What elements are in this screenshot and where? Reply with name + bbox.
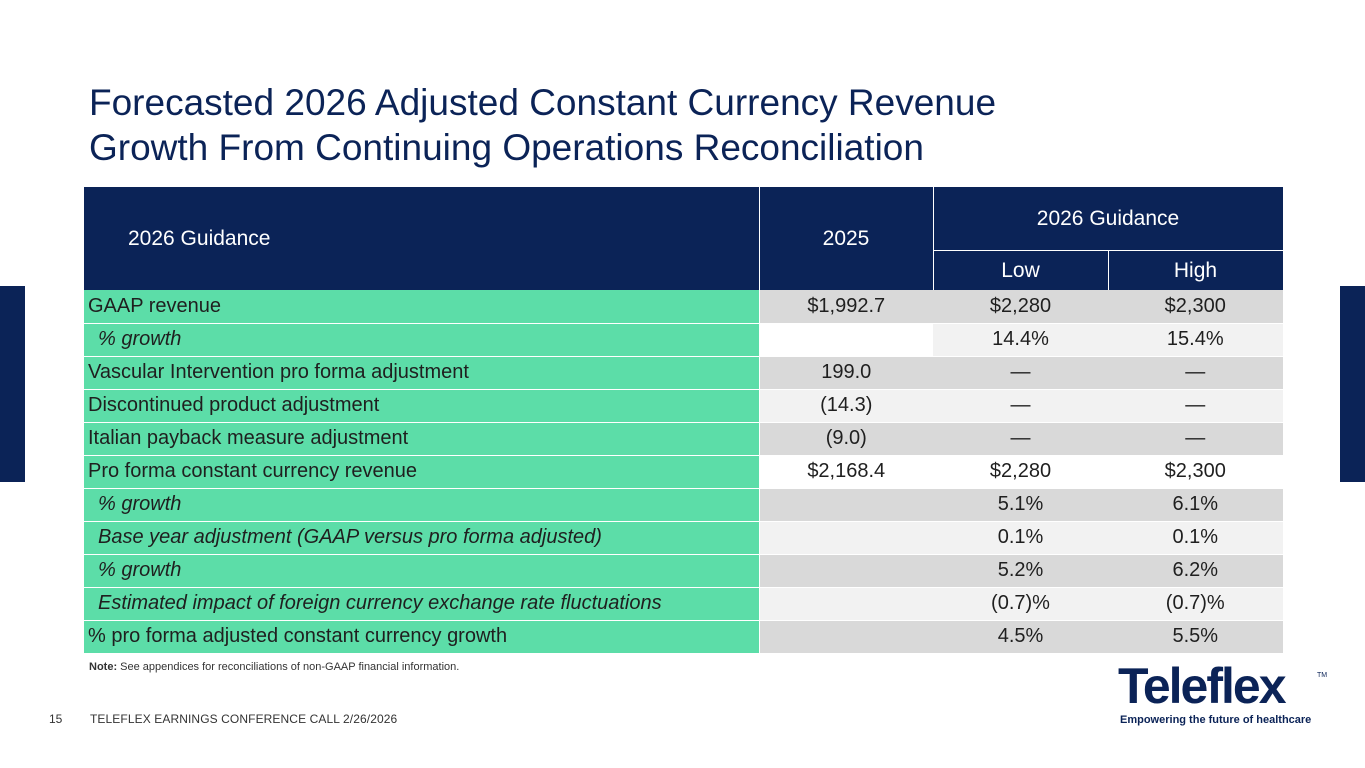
cell-2025 xyxy=(758,323,933,357)
row-label: % growth xyxy=(84,554,759,588)
title-line-2: Growth From Continuing Operations Reconc… xyxy=(89,127,924,168)
cell-2025: (14.3) xyxy=(758,389,933,423)
cell-high: $2,300 xyxy=(1108,290,1283,324)
cell-high: 5.5% xyxy=(1108,619,1283,654)
cell-2025: $2,168.4 xyxy=(758,455,933,489)
header-low: Low xyxy=(932,250,1109,290)
table-row: Vascular Intervention pro forma adjustme… xyxy=(84,356,1283,390)
cell-low: 0.1% xyxy=(933,521,1108,555)
cell-2025: $1,992.7 xyxy=(758,290,933,324)
table-row: % growth 5.1% 6.1% xyxy=(84,488,1283,522)
cell-high: 0.1% xyxy=(1108,521,1283,555)
table-row: Discontinued product adjustment (14.3) —… xyxy=(84,389,1283,423)
cell-2025: 199.0 xyxy=(758,356,933,390)
row-label: % growth xyxy=(84,323,759,357)
logo-trademark: TM xyxy=(1317,672,1328,679)
reconciliation-table: 2026 Guidance 2025 2026 Guidance Low Hig… xyxy=(84,187,1283,654)
footnote-prefix: Note: xyxy=(89,661,118,673)
teleflex-logo: Teleflex TM Empowering the future of hea… xyxy=(1118,658,1328,730)
page-title: Forecasted 2026 Adjusted Constant Curren… xyxy=(89,80,1089,170)
row-label: Vascular Intervention pro forma adjustme… xyxy=(84,356,759,390)
cell-low: — xyxy=(933,389,1108,423)
cell-low: 4.5% xyxy=(933,619,1108,654)
cell-2025: (9.0) xyxy=(758,422,933,456)
cell-low: 14.4% xyxy=(933,323,1108,357)
row-label: Italian payback measure adjustment xyxy=(84,422,759,456)
row-label: Pro forma constant currency revenue xyxy=(84,455,759,489)
title-line-1: Forecasted 2026 Adjusted Constant Curren… xyxy=(89,82,997,123)
cell-low: $2,280 xyxy=(933,290,1108,324)
cell-high: (0.7)% xyxy=(1108,587,1283,621)
table-row: % pro forma adjusted constant currency g… xyxy=(84,619,1283,654)
table-row: Estimated impact of foreign currency exc… xyxy=(84,587,1283,621)
page-number: 15 xyxy=(49,712,63,726)
header-2025: 2025 xyxy=(759,187,933,290)
table-row: Base year adjustment (GAAP versus pro fo… xyxy=(84,521,1283,555)
header-high: High xyxy=(1108,250,1283,290)
left-accent-bar xyxy=(0,286,25,482)
table-row: Pro forma constant currency revenue $2,1… xyxy=(84,454,1283,489)
cell-low: — xyxy=(933,356,1108,390)
cell-high: — xyxy=(1108,389,1283,423)
row-label: Discontinued product adjustment xyxy=(84,389,759,423)
cell-2025 xyxy=(758,521,933,555)
cell-low: (0.7)% xyxy=(933,587,1108,621)
footnote: Note: See appendices for reconciliations… xyxy=(89,661,459,673)
row-label: % growth xyxy=(84,488,759,522)
logo-wordmark: Teleflex xyxy=(1118,658,1286,714)
cell-2025 xyxy=(758,587,933,621)
cell-high: — xyxy=(1108,356,1283,390)
cell-high: 6.2% xyxy=(1108,553,1283,588)
cell-low: 5.1% xyxy=(933,488,1108,522)
row-label: GAAP revenue xyxy=(84,290,759,324)
table-row: Italian payback measure adjustment (9.0)… xyxy=(84,422,1283,456)
cell-high: 6.1% xyxy=(1108,488,1283,522)
table-row: GAAP revenue $1,992.7 $2,280 $2,300 xyxy=(84,290,1283,324)
footnote-text: See appendices for reconciliations of no… xyxy=(117,661,460,673)
row-label: Estimated impact of foreign currency exc… xyxy=(84,587,759,621)
table-row: % growth 14.4% 15.4% xyxy=(84,323,1283,357)
cell-2025 xyxy=(758,488,933,522)
cell-high: $2,300 xyxy=(1108,454,1283,489)
right-accent-bar xyxy=(1340,286,1365,482)
cell-2025 xyxy=(758,554,933,588)
header-guidance-label: 2026 Guidance xyxy=(84,187,760,290)
cell-high: — xyxy=(1108,422,1283,456)
logo-tagline: Empowering the future of healthcare xyxy=(1120,714,1312,726)
cell-high: 15.4% xyxy=(1108,323,1283,357)
table-row: % growth 5.2% 6.2% xyxy=(84,553,1283,588)
row-label: Base year adjustment (GAAP versus pro fo… xyxy=(84,521,759,555)
header-2026-guidance: 2026 Guidance xyxy=(932,187,1283,251)
cell-low: 5.2% xyxy=(933,553,1108,588)
cell-low: $2,280 xyxy=(933,454,1108,489)
row-label: % pro forma adjusted constant currency g… xyxy=(84,620,759,654)
cell-2025 xyxy=(758,620,933,654)
footer-title: TELEFLEX EARNINGS CONFERENCE CALL 2/26/2… xyxy=(90,712,398,726)
cell-low: — xyxy=(933,422,1108,456)
